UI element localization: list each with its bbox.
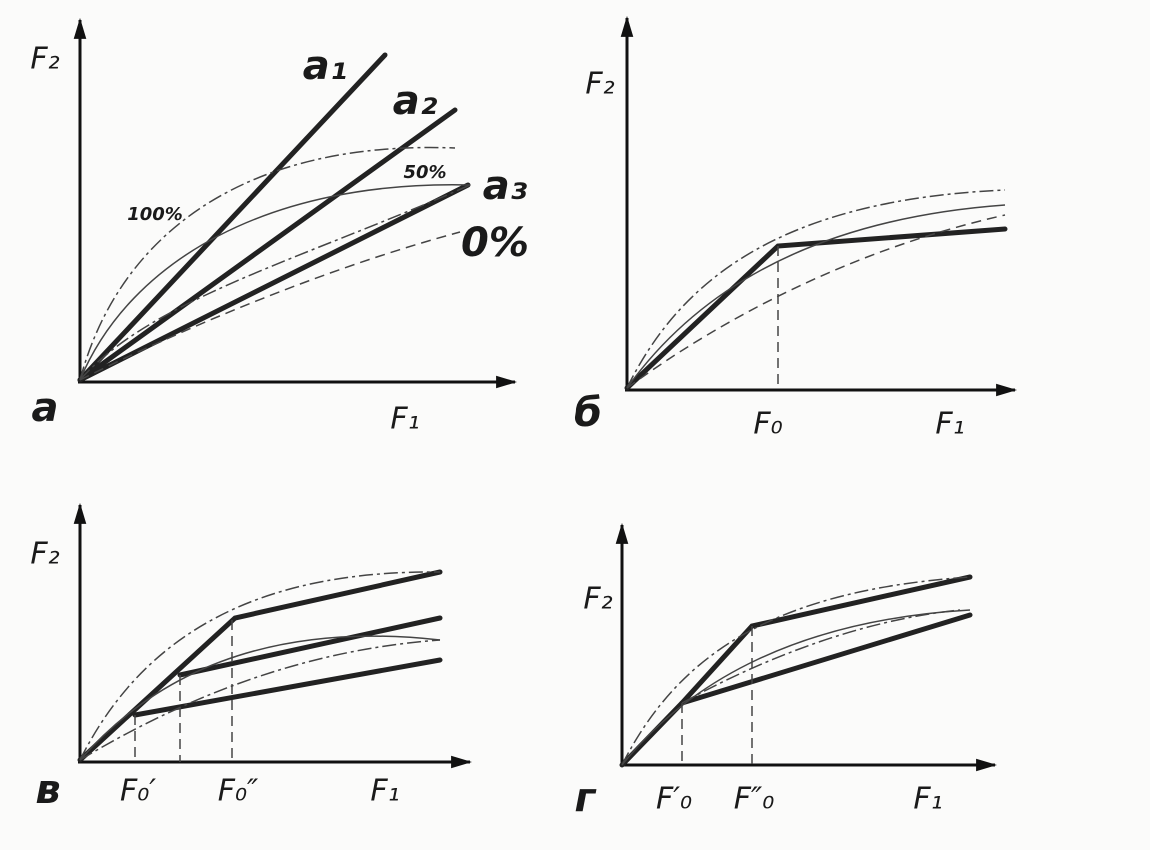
panel-label: б (574, 390, 602, 436)
x-axis-label: F₁ (935, 407, 964, 442)
percent-label: 0% (461, 220, 529, 266)
y-axis-label: F₂ (583, 582, 612, 617)
marker-label: F₀″ (218, 774, 259, 809)
y-axis-label: F₂ (585, 67, 614, 102)
y-axis-label: F₂ (30, 42, 59, 77)
marker-label: F″₀ (734, 782, 775, 817)
panel-a: F₂ F₁ а a₁ a₂ a₃ 100% 50% 0% (30, 17, 529, 437)
curve-label: a₃ (483, 163, 528, 209)
panel-label: в (35, 767, 60, 813)
y-axis-label: F₂ (30, 537, 59, 572)
percent-label: 100% (127, 204, 183, 225)
panel-b: F₂ F₁ F₀ б (574, 15, 1018, 442)
curve-label: a₁ (303, 43, 348, 89)
x-axis-label: F₁ (913, 782, 942, 817)
x-axis-label: F₁ (390, 402, 419, 437)
marker-label: F₀′ (120, 774, 156, 809)
marker-label: F₀ (753, 407, 782, 442)
panel-label: г (575, 775, 597, 821)
curve-label: a₂ (393, 78, 438, 124)
panel-label: а (32, 385, 59, 431)
percent-label: 50% (403, 162, 446, 183)
marker-label: F′₀ (656, 782, 692, 817)
panel-c: F₂ F₁ F₀′ F₀″ в (30, 502, 473, 813)
panel-d: F₂ F₁ F′₀ F″₀ г (575, 522, 998, 821)
x-axis-label: F₁ (370, 774, 399, 809)
